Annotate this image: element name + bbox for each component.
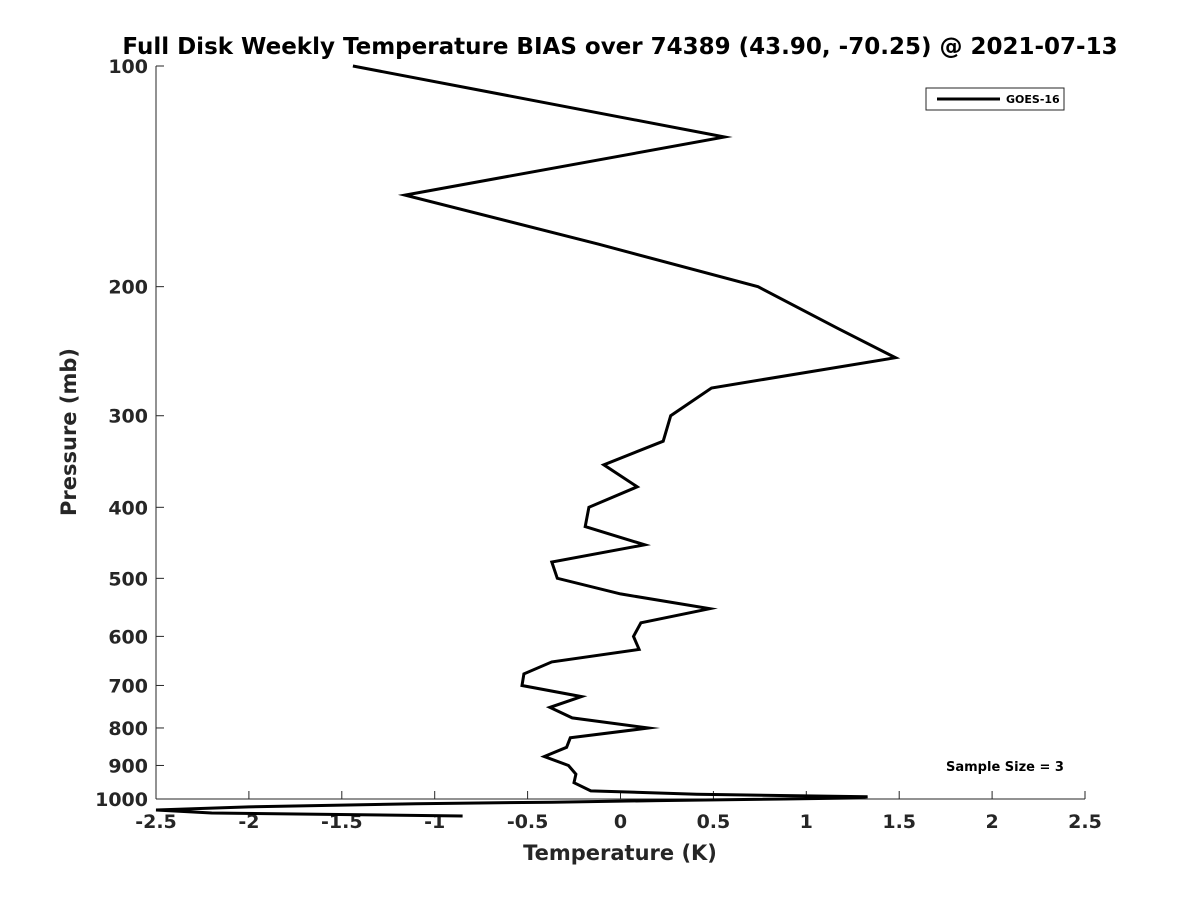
x-tick-label: 2.5 (1068, 811, 1102, 833)
y-tick-label: 700 (108, 675, 148, 697)
y-tick-label: 500 (108, 568, 148, 590)
x-ticks: -2.5 -2 -1.5 -1 -0.5 0 0.5 1 1.5 2 2.5 (135, 791, 1102, 833)
y-ticks: 100 200 300 400 500 600 700 800 900 1000 (95, 56, 164, 811)
y-axis-label: Pressure (mb) (57, 348, 81, 516)
x-tick-label: 1.5 (882, 811, 916, 833)
series-line-1 (155, 64, 901, 818)
legend: GOES-16 (925, 87, 1065, 111)
x-axis-label: Temperature (K) (523, 841, 717, 865)
y-tick-label: 300 (108, 406, 148, 428)
x-tick-label: -2.5 (135, 811, 177, 833)
x-tick-label: 2 (985, 811, 998, 833)
chart-title: Full Disk Weekly Temperature BIAS over 7… (122, 34, 1117, 60)
y-tick-label: 1000 (95, 789, 148, 811)
x-tick-label: 0.5 (697, 811, 731, 833)
x-tick-label: -0.5 (507, 811, 549, 833)
series-layer (155, 64, 901, 818)
x-tick-label: 0 (614, 811, 627, 833)
x-tick-label: -2 (238, 811, 259, 833)
x-tick-label: 1 (800, 811, 813, 833)
y-tick-label: 800 (108, 718, 148, 740)
legend-label: GOES-16 (1006, 93, 1060, 106)
y-tick-label: 600 (108, 626, 148, 648)
y-tick-label: 200 (108, 277, 148, 299)
y-tick-label: 400 (108, 497, 148, 519)
y-tick-label: 900 (108, 755, 148, 777)
y-tick-label: 100 (108, 56, 148, 78)
x-tick-label: -1.5 (321, 811, 363, 833)
sample-size-annotation: Sample Size = 3 (946, 760, 1064, 775)
